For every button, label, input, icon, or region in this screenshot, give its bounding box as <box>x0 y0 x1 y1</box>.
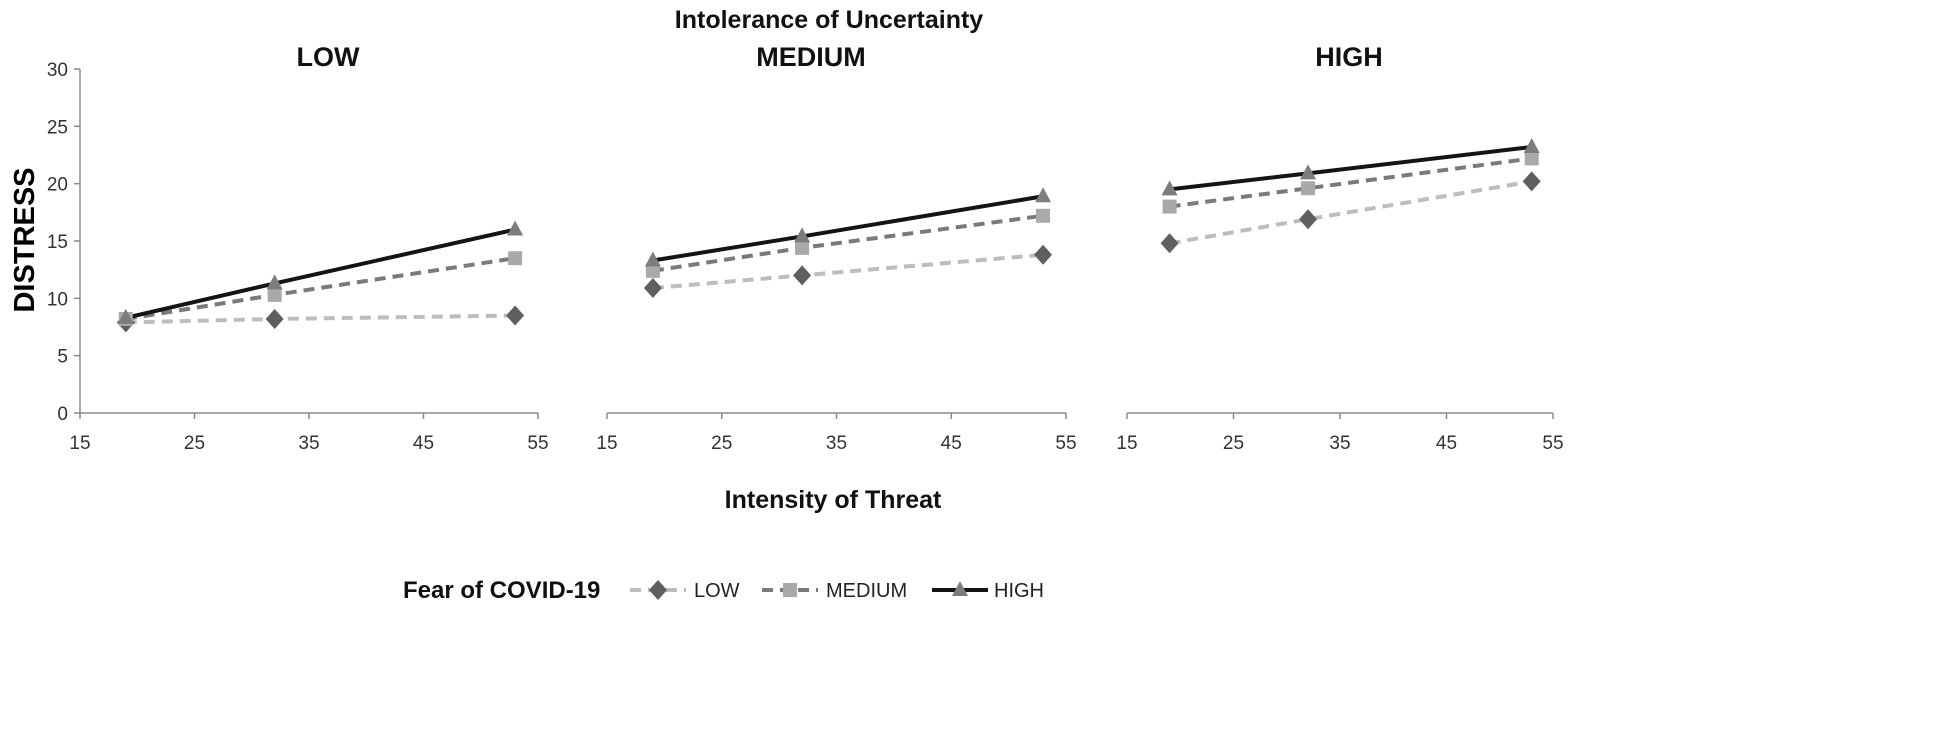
x-tick-label: 15 <box>69 433 90 454</box>
point-medium <box>795 240 810 255</box>
panel-medium: MEDIUM 15 25 35 45 55 <box>596 42 1076 454</box>
series-line-high <box>125 227 516 320</box>
x-tick-label: 15 <box>596 433 617 454</box>
point-high <box>1161 180 1178 196</box>
y-tick-label: 10 <box>47 289 68 310</box>
point-low <box>1522 171 1541 192</box>
panel-title: LOW <box>297 42 360 72</box>
legend-label-low: LOW <box>694 580 740 602</box>
suptitle: Intolerance of Uncertainty <box>675 6 983 34</box>
series-line-low <box>125 313 516 325</box>
legend-label-high: HIGH <box>994 580 1044 602</box>
point-low <box>1034 244 1053 265</box>
point-medium <box>508 251 523 266</box>
point-medium <box>1301 181 1316 196</box>
y-tick-label: 0 <box>57 404 68 425</box>
point-high <box>507 220 524 236</box>
panel-title: HIGH <box>1315 42 1383 72</box>
point-low <box>643 278 662 299</box>
panel-high: HIGH 15 25 35 45 55 <box>1116 42 1563 454</box>
point-medium <box>645 263 660 278</box>
x-tick-label: 25 <box>184 433 205 454</box>
point-high <box>644 251 661 267</box>
point-high <box>1035 187 1052 203</box>
point-medium <box>1036 208 1051 223</box>
point-medium <box>267 287 282 302</box>
series-line-medium <box>1169 156 1532 209</box>
point-high <box>266 274 283 290</box>
point-medium <box>1524 151 1539 166</box>
point-high <box>794 227 811 243</box>
point-low <box>1160 233 1179 254</box>
y-tick-label: 20 <box>47 175 68 196</box>
series-line-low <box>1169 179 1533 246</box>
x-tick-label: 25 <box>711 433 732 454</box>
legend-label-medium: MEDIUM <box>826 580 907 602</box>
y-tick-label: 30 <box>47 60 68 81</box>
point-high <box>1523 137 1540 153</box>
x-tick-label: 45 <box>1436 433 1457 454</box>
y-tick-label: 25 <box>47 117 68 138</box>
panels: LOW 0 5 10 15 20 25 30 15 25 35 45 55 MEDIUM 15 25 35 45 5… <box>47 42 1564 454</box>
point-high <box>1300 164 1317 180</box>
legend-marker-low <box>649 580 667 600</box>
panel-title: MEDIUM <box>756 42 866 72</box>
legend-title: Fear of COVID-19 <box>403 577 600 604</box>
y-tick-label: 15 <box>47 232 68 253</box>
legend: Fear of COVID-19 LOW MEDIUM HIGH <box>403 577 1044 604</box>
point-low <box>265 308 284 329</box>
x-tick-label: 35 <box>298 433 319 454</box>
x-tick-label: 15 <box>1116 433 1137 454</box>
x-tick-label: 55 <box>527 433 548 454</box>
x-tick-label: 45 <box>941 433 962 454</box>
x-tick-label: 35 <box>1329 433 1350 454</box>
point-low <box>1299 209 1318 230</box>
legend-marker-medium <box>783 583 797 597</box>
series-line-medium <box>125 256 516 321</box>
x-tick-label: 25 <box>1223 433 1244 454</box>
panel-low: LOW 0 5 10 15 20 25 30 15 25 35 45 55 <box>47 42 549 454</box>
series-line-medium <box>652 213 1044 273</box>
point-low <box>793 265 812 286</box>
point-high <box>117 308 134 324</box>
point-medium <box>1162 199 1177 214</box>
x-tick-label: 45 <box>413 433 434 454</box>
series-line-high <box>652 194 1044 263</box>
y-tick-label: 5 <box>57 347 68 368</box>
x-tick-label: 55 <box>1055 433 1076 454</box>
series-line-low <box>652 252 1044 291</box>
legend-marker-high <box>952 581 968 596</box>
x-axis-label: Intensity of Threat <box>725 486 942 514</box>
x-tick-label: 55 <box>1542 433 1563 454</box>
x-tick-label: 35 <box>826 433 847 454</box>
point-low <box>506 305 525 326</box>
y-axis-label: DISTRESS <box>9 167 41 312</box>
